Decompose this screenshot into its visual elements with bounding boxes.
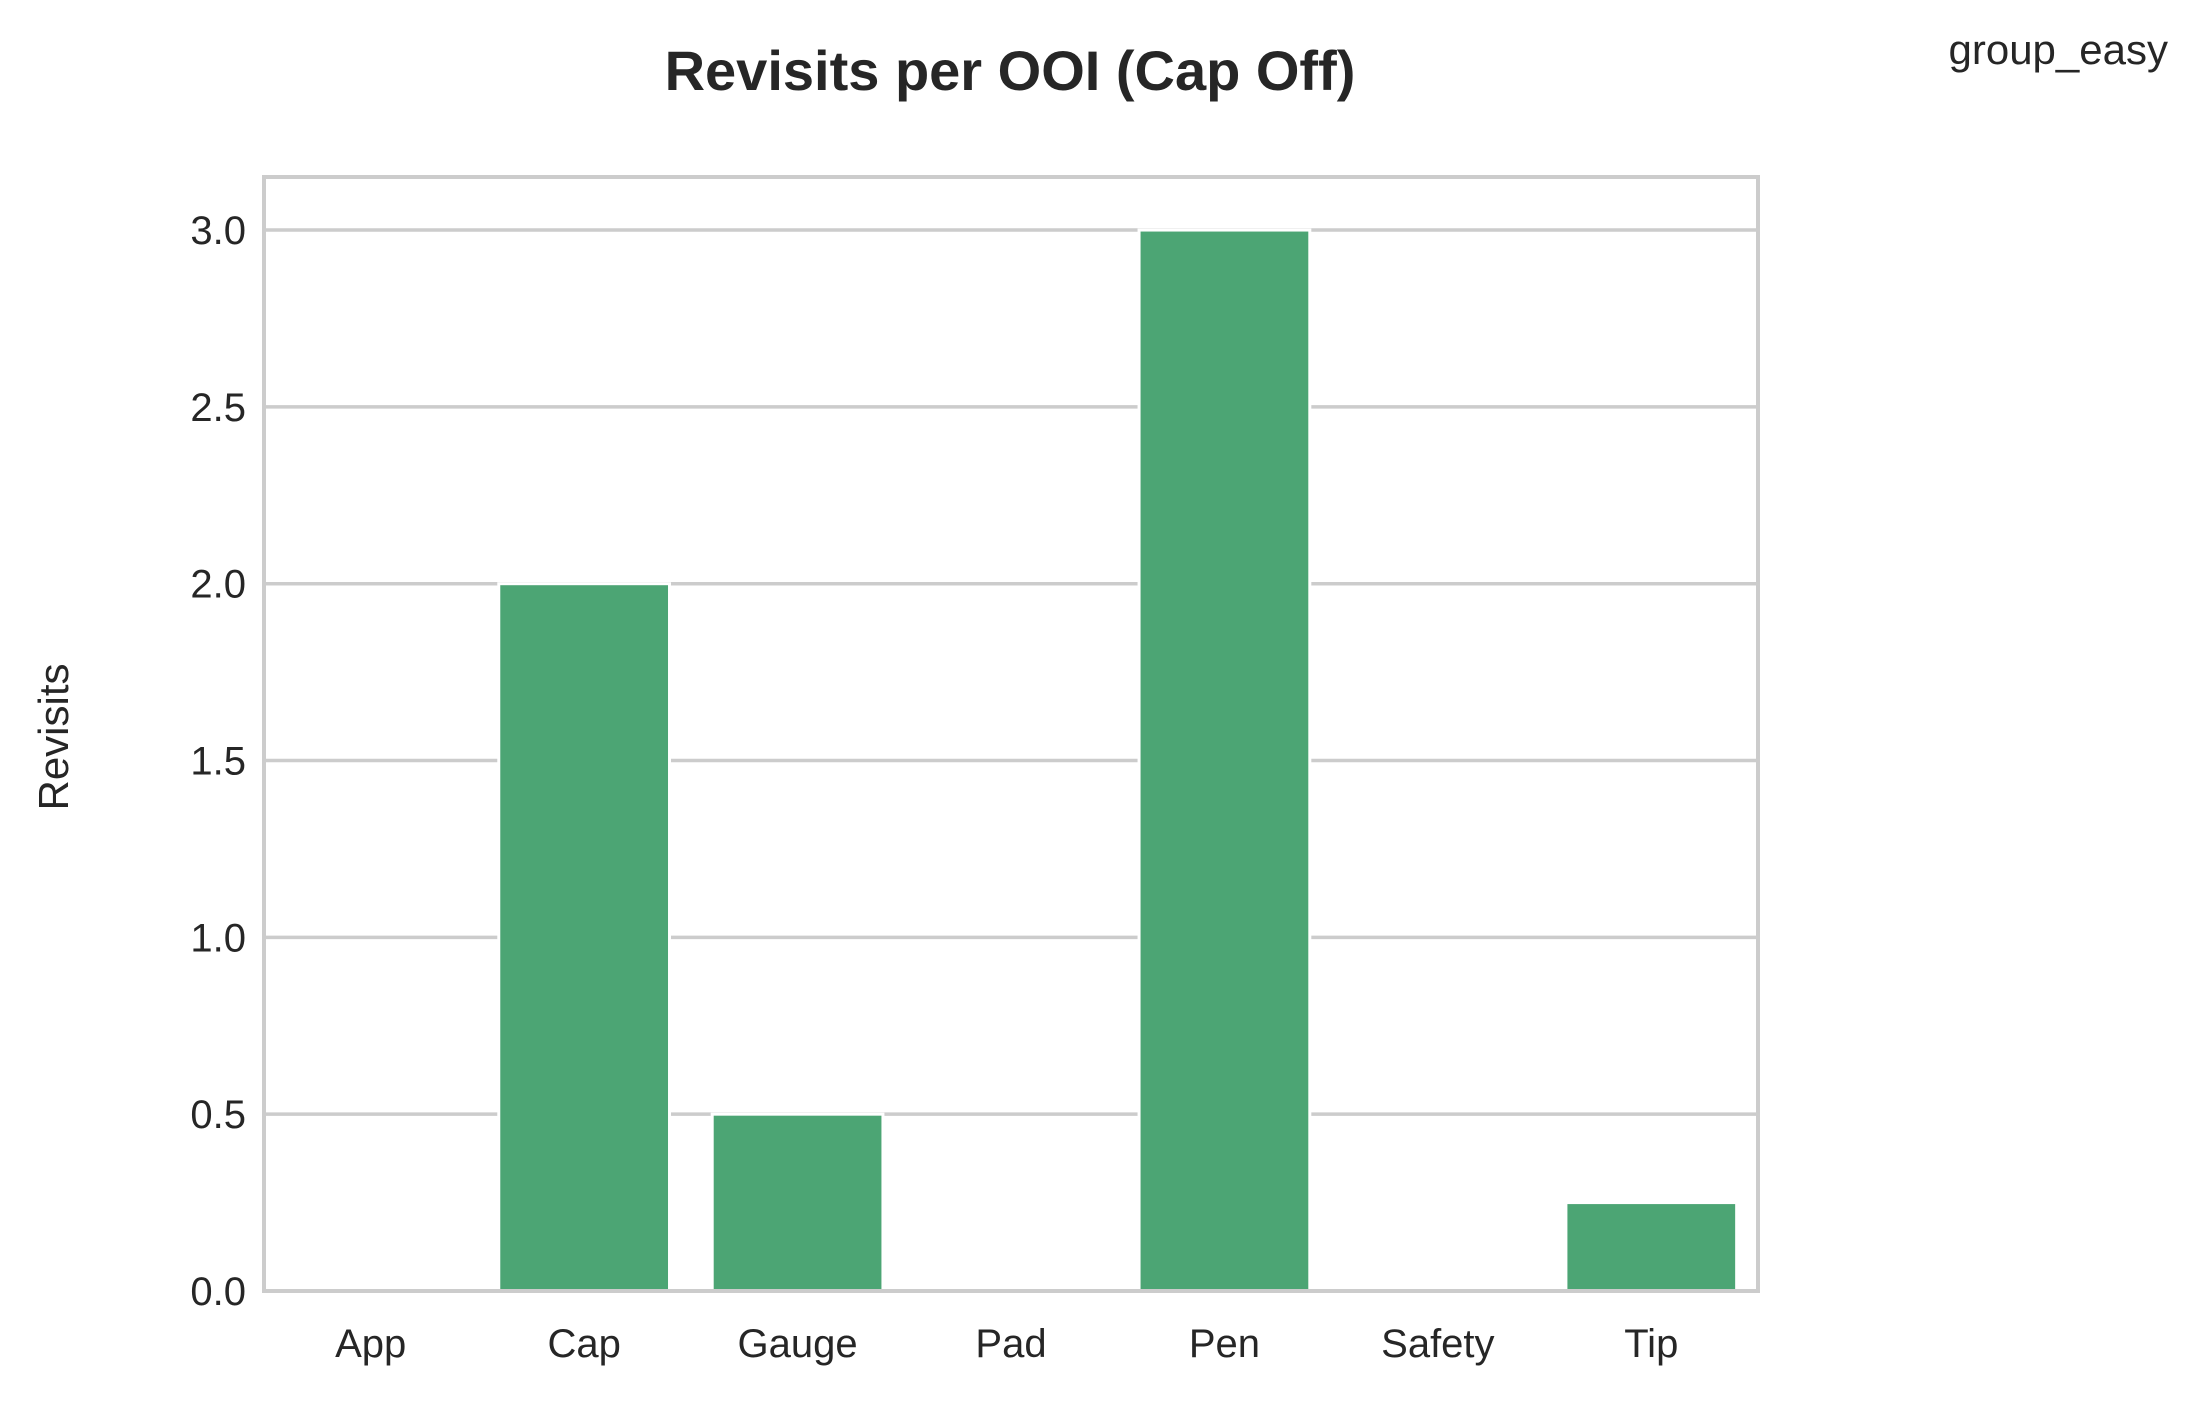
y-tick-label: 1.5 xyxy=(190,740,246,784)
bar-gauge xyxy=(710,1112,885,1293)
y-tick-label: 0.0 xyxy=(190,1270,246,1314)
bar-pen xyxy=(1137,228,1312,1293)
x-tick-labels: App Cap Gauge Pad Pen Safety Tip xyxy=(335,1322,1678,1366)
y-tick-label: 0.5 xyxy=(190,1093,246,1137)
y-tick-label: 3.0 xyxy=(190,209,246,253)
x-tick-label: Safety xyxy=(1381,1322,1494,1366)
y-tick-labels: 0.0 0.5 1.0 1.5 2.0 2.5 3.0 xyxy=(190,209,246,1314)
x-tick-label: Tip xyxy=(1624,1322,1678,1366)
x-tick-label: App xyxy=(335,1322,406,1366)
x-tick-label: Pad xyxy=(975,1322,1046,1366)
y-tick-label: 2.0 xyxy=(190,563,246,607)
legend-label: group_easy xyxy=(1949,26,2169,73)
x-tick-label: Pen xyxy=(1189,1322,1260,1366)
bar-tip xyxy=(1564,1201,1739,1293)
chart-title: Revisits per OOI (Cap Off) xyxy=(665,39,1356,102)
y-tick-label: 1.0 xyxy=(190,916,246,960)
y-tick-label: 2.5 xyxy=(190,386,246,430)
plot-frame xyxy=(262,175,1760,1293)
y-axis-label: Revisits xyxy=(30,663,77,810)
bar-cap xyxy=(497,582,672,1293)
x-tick-label: Cap xyxy=(547,1322,620,1366)
x-tick-label: Gauge xyxy=(738,1322,858,1366)
